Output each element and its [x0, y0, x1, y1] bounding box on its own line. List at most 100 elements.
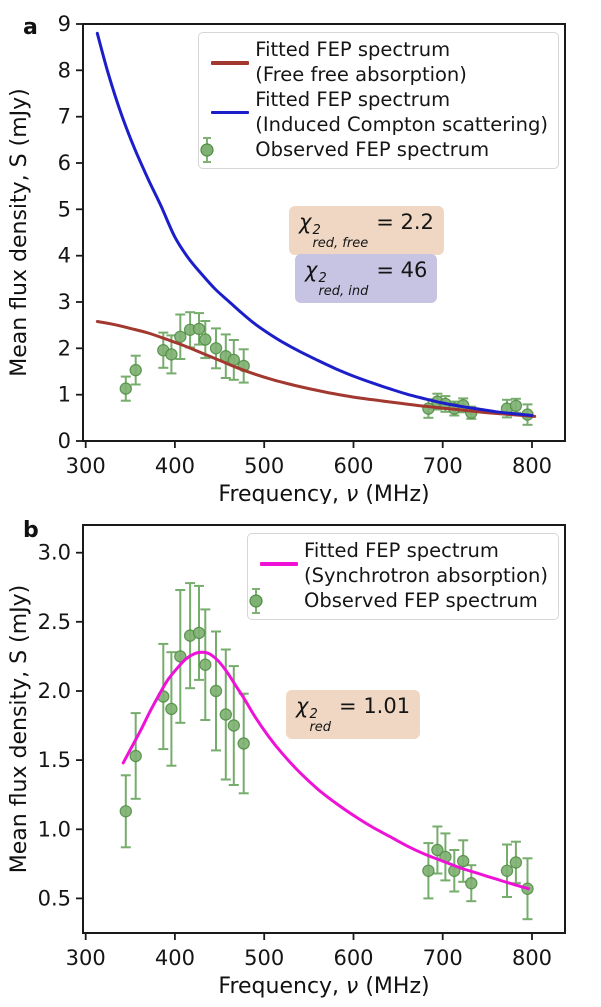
y-tick-label: 1.5: [38, 748, 71, 772]
data-point: [209, 342, 223, 355]
panel-a-chart: 300 400 500 600 700 800 0 1 2 3 4 5 6 7 8 9 Frequency, ν…: [7, 12, 566, 504]
y-tick-label: 2.0: [38, 679, 71, 703]
legend-entry-label: Observed FEP spectrum: [304, 588, 538, 612]
x-tick-label: 400: [155, 946, 195, 970]
y-tick-label: 1.0: [38, 817, 71, 841]
legend-entry: Fitted FEP spectrum (Synchrotron absorpti…: [254, 539, 548, 589]
fit-curve-1: [95, 31, 534, 417]
y-tick-label: 2: [58, 336, 71, 360]
chi-symbol: χ: [305, 258, 318, 282]
legend-entry-label: Fitted FEP spectrum (Free free absorption…: [255, 38, 467, 86]
x-tick-label: 700: [423, 946, 463, 970]
data-point: [509, 399, 523, 412]
data-point: [129, 363, 142, 377]
x-tick-label: 700: [423, 454, 463, 478]
data-point: [199, 658, 212, 671]
observed-errorbars: [120, 582, 533, 921]
x-tick-label: 300: [66, 454, 106, 478]
chi-subscript: red: [309, 720, 332, 736]
panel-a-legend: Fitted FEP spectrum (Free free absorption…: [198, 32, 559, 169]
panel-b-legend: Fitted FEP spectrum (Synchrotron absorpti…: [247, 533, 559, 620]
data-point: [227, 719, 240, 732]
y-tick-label: 3.0: [38, 541, 71, 565]
chi-superscript: 2: [312, 223, 321, 239]
x-tick-label: 300: [66, 946, 106, 970]
data-point: [192, 626, 206, 640]
y-tick-label: 0: [58, 429, 71, 453]
y-tick-label: 2.5: [38, 610, 71, 634]
y-axis-title: Mean flux density, S (mJy): [7, 88, 32, 376]
y-tick-label: 6: [58, 151, 71, 175]
errorbar-marker-icon: [249, 588, 263, 615]
plot-frame: [82, 524, 566, 934]
y-tick-label: 8: [58, 58, 71, 82]
chi-subscript: red, ind: [318, 284, 369, 300]
legend-entry-label: Fitted FEP spectrum (Induced Compton scat…: [255, 87, 548, 136]
data-point: [165, 348, 178, 361]
x-tick-label: 400: [155, 454, 195, 478]
y-tick-label: 1: [58, 383, 71, 407]
data-point: [199, 333, 212, 346]
chi-subscript: red, free: [312, 236, 369, 252]
data-point: [119, 805, 133, 818]
y-tick-label: 5: [58, 197, 71, 221]
observed-points: [119, 626, 534, 895]
x-tick-label: 600: [333, 454, 373, 478]
data-point: [465, 877, 478, 890]
chi-squared-free-annotation: χ 2 red, free = 2.2: [289, 206, 444, 256]
line-swatch-icon: [254, 562, 304, 566]
legend-entry: Observed FEP spectrum: [249, 588, 548, 615]
x-axis-title: Frequency, ν (MHz): [218, 974, 429, 999]
legend-entry-label: Observed FEP spectrum: [255, 137, 490, 161]
y-tick-label: 4: [58, 244, 71, 268]
chi-symbol: χ: [296, 694, 309, 718]
panel-b-chart: 300 400 500 600 700 800 0.5 1.0 1.5 2.0 2.5 3.0 Freq…: [7, 524, 566, 999]
legend-entry: Observed FEP spectrum: [200, 137, 548, 164]
data-point: [237, 737, 250, 750]
panel-a-label: a: [23, 15, 38, 40]
chi-symbol: χ: [299, 210, 312, 234]
observed-points: [119, 322, 534, 421]
legend-entry: Fitted FEP spectrum (Induced Compton scat…: [205, 88, 548, 138]
chi-squared-synchrotron-annotation: χ 2 red = 1.01: [286, 690, 421, 740]
x-axis: 300 400 500 600 700 800: [66, 441, 552, 478]
data-point: [457, 854, 470, 868]
plot-frame: [82, 23, 566, 442]
line-swatch-icon: [205, 61, 255, 65]
y-tick-label: 0.5: [38, 886, 71, 910]
chi-superscript: 2: [309, 707, 318, 723]
data-point: [500, 864, 514, 877]
data-point: [174, 330, 187, 343]
chi-squared-induced-annotation: χ 2 red, ind = 46: [295, 254, 438, 304]
data-point: [219, 708, 232, 721]
legend-line-icon: [211, 61, 250, 65]
data-point: [174, 650, 187, 663]
line-swatch-icon: [205, 111, 255, 115]
data-point: [422, 864, 435, 877]
fit-curve-0: [121, 650, 530, 891]
data-point: [165, 702, 178, 716]
x-tick-label: 800: [512, 946, 552, 970]
y-tick-label: 7: [58, 105, 71, 129]
x-axis: 300 400 500 600 700 800: [66, 933, 552, 970]
data-point: [431, 843, 444, 857]
legend-entry-label: Fitted FEP spectrum (Synchrotron absorpti…: [304, 539, 548, 587]
chi-scripts: 2 red: [309, 708, 331, 734]
x-axis-title: Frequency, ν (MHz): [218, 482, 429, 504]
x-tick-label: 500: [244, 946, 284, 970]
x-tick-label: 800: [512, 454, 552, 478]
fit-curve-0: [95, 320, 537, 418]
chi-superscript: 2: [318, 271, 327, 287]
x-tick-label: 500: [244, 454, 284, 478]
data-point: [509, 856, 523, 869]
x-tick-label: 600: [333, 946, 373, 970]
data-point: [192, 322, 206, 336]
y-axis: 0.5 1.0 1.5 2.0 2.5 3.0: [38, 541, 83, 910]
data-point: [119, 382, 133, 395]
y-axis: 0 1 2 3 4 5 6 7 8 9: [58, 12, 83, 453]
legend-line-icon: [211, 111, 250, 115]
chi-scripts: 2 red, ind: [318, 272, 368, 298]
legend-entry: Fitted FEP spectrum (Free free absorption…: [205, 38, 548, 88]
chi-scripts: 2 red, free: [312, 224, 368, 250]
